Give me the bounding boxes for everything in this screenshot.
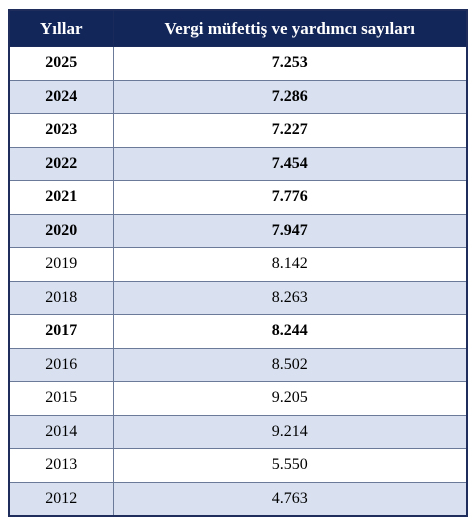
year-cell: 2012 xyxy=(8,481,114,517)
inspector-count-table: Yıllar Vergi müfettiş ve yardımcı sayıla… xyxy=(8,9,468,517)
year-cell: 2014 xyxy=(8,414,114,449)
table-row: 2024 7.286 xyxy=(8,79,468,114)
table-row: 2017 8.244 xyxy=(8,314,468,349)
table-row: 2023 7.227 xyxy=(8,113,468,148)
year-cell: 2021 xyxy=(8,180,114,215)
value-cell: 8.244 xyxy=(112,314,468,349)
table-row: 2020 7.947 xyxy=(8,213,468,248)
table-row: 2025 7.253 xyxy=(8,46,468,81)
value-cell: 7.286 xyxy=(112,79,468,114)
value-cell: 9.205 xyxy=(112,381,468,416)
year-cell: 2013 xyxy=(8,448,114,483)
header-inspector-count: Vergi müfettiş ve yardımcı sayıları xyxy=(112,9,468,47)
table-row: 2021 7.776 xyxy=(8,180,468,215)
header-year: Yıllar xyxy=(8,9,114,47)
table-row: 2016 8.502 xyxy=(8,347,468,382)
table-row: 2013 5.550 xyxy=(8,448,468,483)
year-cell: 2023 xyxy=(8,113,114,148)
data-table-container: Yıllar Vergi müfettiş ve yardımcı sayıla… xyxy=(8,9,468,517)
value-cell: 8.502 xyxy=(112,347,468,382)
year-cell: 2024 xyxy=(8,79,114,114)
table-row: 2018 8.263 xyxy=(8,280,468,315)
value-cell: 9.214 xyxy=(112,414,468,449)
year-cell: 2019 xyxy=(8,247,114,282)
value-cell: 7.947 xyxy=(112,213,468,248)
value-cell: 4.763 xyxy=(112,481,468,517)
year-cell: 2018 xyxy=(8,280,114,315)
table-row: 2022 7.454 xyxy=(8,146,468,181)
year-cell: 2020 xyxy=(8,213,114,248)
value-cell: 7.253 xyxy=(112,46,468,81)
table-row: 2015 9.205 xyxy=(8,381,468,416)
table-row: 2012 4.763 xyxy=(8,481,468,517)
table-body: 2025 7.253 2024 7.286 2023 7.227 2022 7.… xyxy=(8,46,468,517)
year-cell: 2025 xyxy=(8,46,114,81)
value-cell: 8.263 xyxy=(112,280,468,315)
value-cell: 5.550 xyxy=(112,448,468,483)
value-cell: 8.142 xyxy=(112,247,468,282)
year-cell: 2015 xyxy=(8,381,114,416)
year-cell: 2016 xyxy=(8,347,114,382)
value-cell: 7.776 xyxy=(112,180,468,215)
value-cell: 7.454 xyxy=(112,146,468,181)
value-cell: 7.227 xyxy=(112,113,468,148)
year-cell: 2022 xyxy=(8,146,114,181)
table-row: 2014 9.214 xyxy=(8,414,468,449)
table-header-row: Yıllar Vergi müfettiş ve yardımcı sayıla… xyxy=(8,9,468,47)
year-cell: 2017 xyxy=(8,314,114,349)
table-row: 2019 8.142 xyxy=(8,247,468,282)
